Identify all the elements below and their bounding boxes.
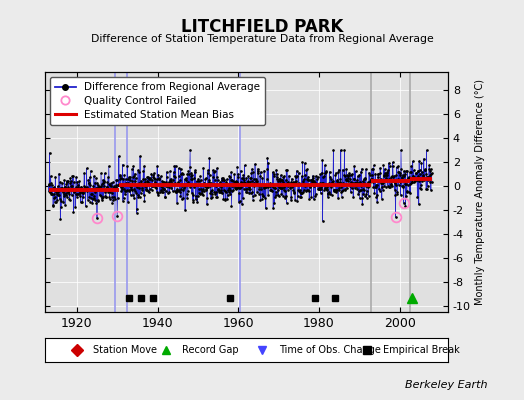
- Y-axis label: Monthly Temperature Anomaly Difference (°C): Monthly Temperature Anomaly Difference (…: [475, 79, 485, 305]
- Legend: Difference from Regional Average, Quality Control Failed, Estimated Station Mean: Difference from Regional Average, Qualit…: [50, 77, 265, 125]
- Text: Time of Obs. Change: Time of Obs. Change: [279, 345, 380, 355]
- Text: LITCHFIELD PARK: LITCHFIELD PARK: [181, 18, 343, 36]
- Text: Record Gap: Record Gap: [182, 345, 238, 355]
- Text: Station Move: Station Move: [93, 345, 157, 355]
- Text: Berkeley Earth: Berkeley Earth: [405, 380, 487, 390]
- Text: Difference of Station Temperature Data from Regional Average: Difference of Station Temperature Data f…: [91, 34, 433, 44]
- Text: Empirical Break: Empirical Break: [384, 345, 460, 355]
